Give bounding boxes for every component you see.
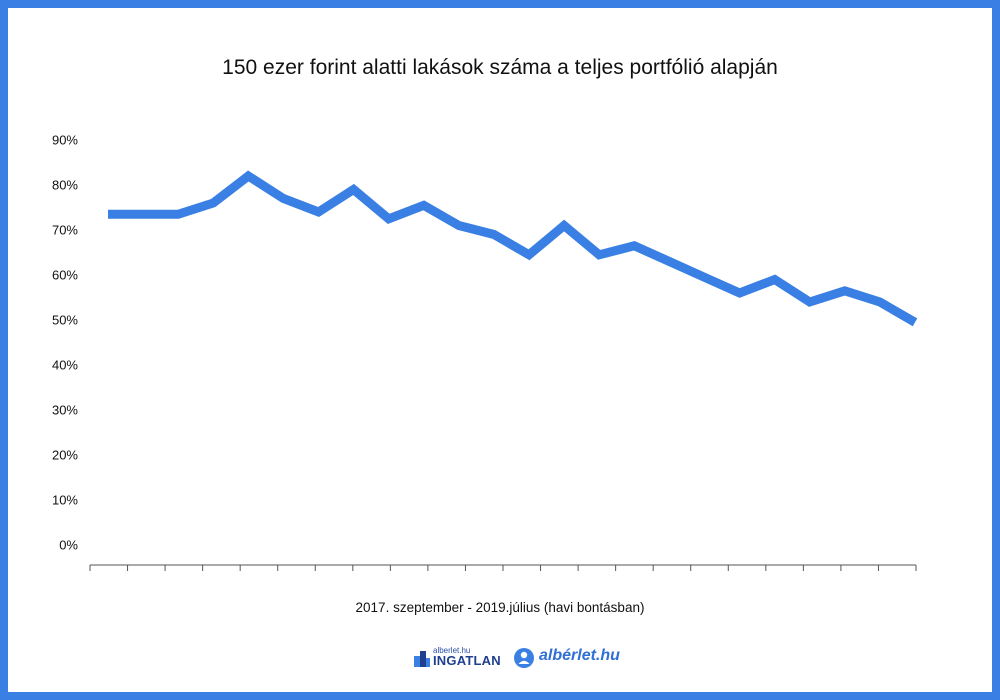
ingatlan-logo-text: INGATLAN <box>433 653 501 668</box>
ingatlan-logo: alberlet.hu INGATLAN <box>414 646 514 672</box>
ingatlan-logo-small-text: alberlet.hu <box>433 646 471 655</box>
alberlet-logo: albérlet.hu <box>514 646 640 672</box>
y-tick-label: 50% <box>52 313 78 328</box>
y-tick-label: 70% <box>52 223 78 238</box>
y-tick-label: 30% <box>52 403 78 418</box>
series-line <box>108 170 918 327</box>
y-tick-label: 10% <box>52 493 78 508</box>
person-icon <box>514 648 534 668</box>
y-tick-label: 20% <box>52 448 78 463</box>
house-icon <box>414 651 430 667</box>
y-tick-label: 40% <box>52 358 78 373</box>
logos: alberlet.hu INGATLAN albérlet.hu <box>410 646 640 672</box>
y-tick-label: 80% <box>52 178 78 193</box>
alberlet-logo-text: albérlet.hu <box>539 647 620 664</box>
y-tick-label: 90% <box>52 133 78 148</box>
chart-title: 150 ezer forint alatti lakások száma a t… <box>222 56 778 79</box>
x-axis-label: 2017. szeptember - 2019.július (havi bon… <box>355 600 645 615</box>
x-axis-ticks <box>89 565 917 571</box>
y-axis-labels: 0% 10% 20% 30% 40% 50% 60% 70% 80% 90% <box>52 133 78 553</box>
y-tick-label: 0% <box>59 538 78 553</box>
y-tick-label: 60% <box>52 268 78 283</box>
